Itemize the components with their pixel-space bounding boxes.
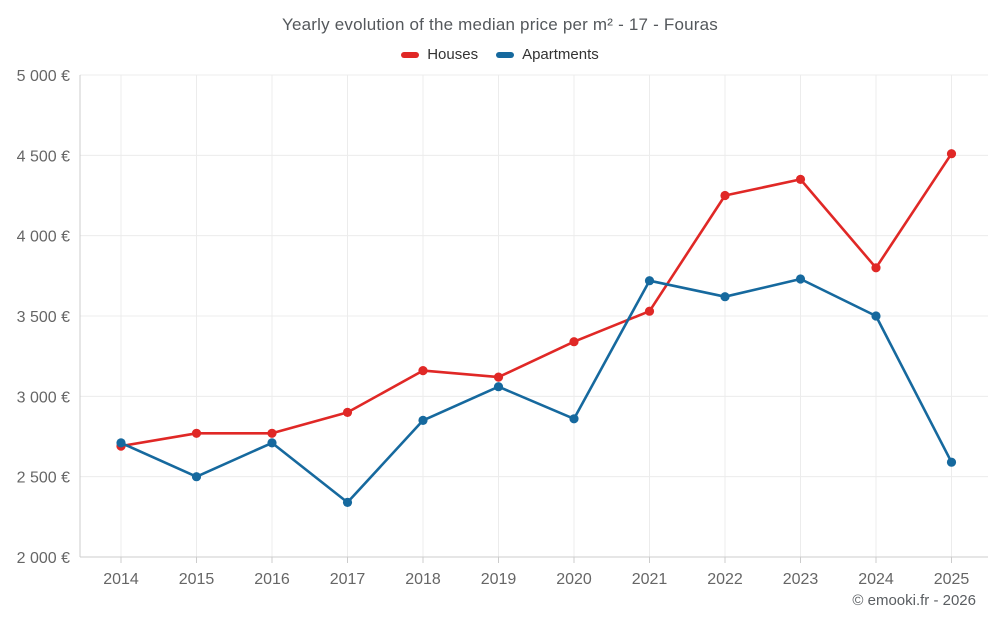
apartments-point[interactable] [871,311,881,321]
y-axis-tick-label: 4 000 € [17,229,70,246]
legend: Houses Apartments [0,46,1000,63]
apartments-point[interactable] [418,415,428,425]
x-axis-tick-label: 2024 [858,571,894,588]
y-axis-tick-label: 2 500 € [17,470,70,487]
x-axis-tick-label: 2022 [707,571,743,588]
y-axis-tick-label: 4 500 € [17,148,70,165]
apartments-point[interactable] [342,497,353,507]
houses-legend-marker [401,51,420,58]
apartments-point[interactable] [720,292,730,302]
houses-point[interactable] [569,337,579,347]
apartments-point[interactable] [946,457,957,467]
y-axis-tick-label: 5 000 € [17,68,70,85]
apartments-point[interactable] [644,276,655,286]
x-axis-tick-label: 2017 [330,571,366,588]
legend-item-apartments[interactable]: Apartments [496,46,599,63]
x-axis-tick-label: 2016 [254,571,290,588]
legend-item-houses[interactable]: Houses [401,46,478,63]
x-axis-tick-label: 2025 [934,571,970,588]
y-axis-tick-label: 3 000 € [17,389,70,406]
apartments-point[interactable] [116,438,126,448]
x-axis-tick-label: 2020 [556,571,592,588]
y-axis-tick-label: 2 000 € [17,550,70,567]
houses-point[interactable] [795,174,806,184]
chart-title: Yearly evolution of the median price per… [282,15,718,34]
apartments-point[interactable] [267,438,277,448]
apartments-point[interactable] [493,382,504,392]
houses-legend-label: Houses [427,46,479,63]
apartments-legend-label: Apartments [522,46,599,63]
apartments-point[interactable] [191,472,202,482]
x-axis-tick-label: 2015 [179,571,215,588]
houses-point[interactable] [720,190,730,201]
x-axis-tick-label: 2019 [481,571,517,588]
x-axis-tick-label: 2014 [103,571,139,588]
watermark: © emooki.fr - 2026 [852,592,976,609]
apartments-legend-marker [496,51,515,58]
apartments-point[interactable] [795,274,806,284]
y-axis-tick-label: 3 500 € [17,309,70,326]
houses-point[interactable] [191,428,202,438]
houses-line [119,152,953,448]
apartments-line [119,277,953,504]
houses-point[interactable] [342,407,353,417]
x-axis-tick-label: 2021 [632,571,668,588]
houses-point[interactable] [644,306,655,316]
apartments-point[interactable] [569,414,579,424]
houses-point[interactable] [267,428,277,438]
houses-point[interactable] [418,366,428,376]
houses-point[interactable] [871,263,881,273]
x-axis-tick-label: 2023 [783,571,819,588]
houses-point[interactable] [493,372,504,382]
x-axis-tick-label: 2018 [405,571,441,588]
houses-point[interactable] [946,149,957,159]
